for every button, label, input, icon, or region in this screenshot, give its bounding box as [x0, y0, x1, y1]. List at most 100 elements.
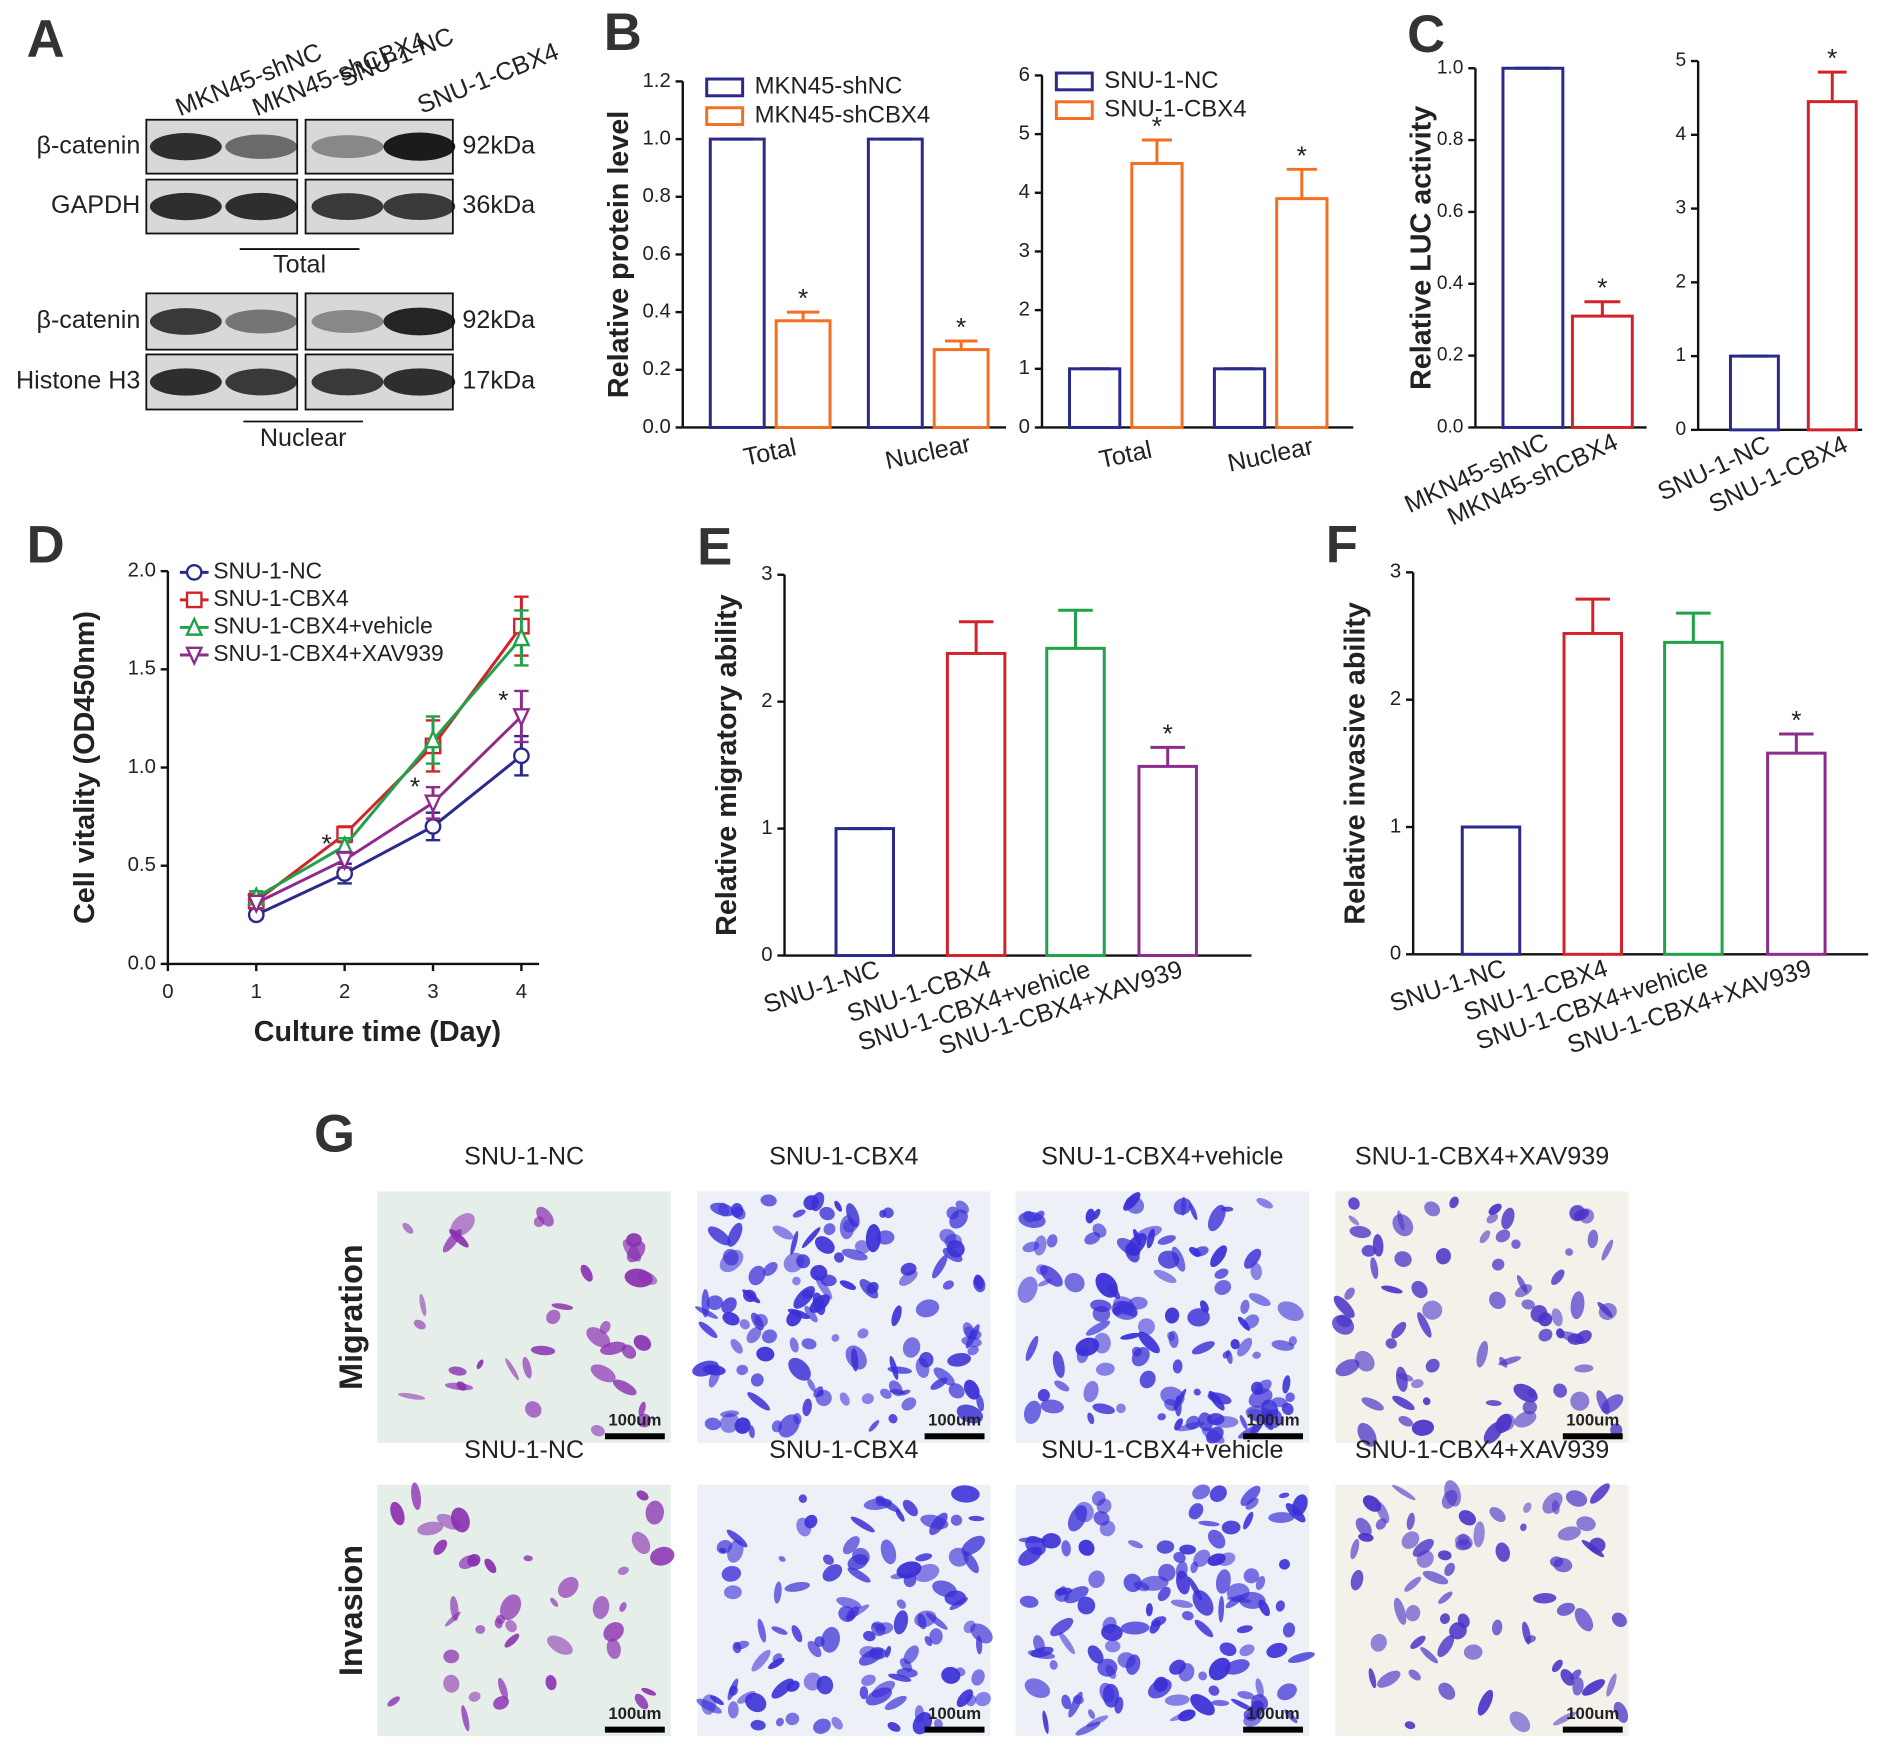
- cell: [1282, 1375, 1291, 1394]
- cell: [814, 1236, 835, 1254]
- cell: [914, 1610, 937, 1628]
- cell: [1230, 1698, 1254, 1712]
- cell: [1520, 1523, 1527, 1532]
- legend-label: MKN45-shNC: [755, 73, 903, 100]
- cell: [1422, 1300, 1443, 1320]
- cell: [801, 1289, 814, 1299]
- cell: [708, 1367, 721, 1388]
- line: [255, 636, 523, 899]
- cell: [1344, 1287, 1355, 1300]
- cell: [1050, 1617, 1074, 1637]
- cell: [845, 1604, 870, 1620]
- cell: [887, 1722, 901, 1732]
- cell: [880, 1388, 892, 1399]
- micrograph: 100um: [377, 1191, 671, 1443]
- cell: [1191, 1341, 1215, 1355]
- cell: [788, 1357, 811, 1381]
- protein-label: GAPDH: [51, 191, 140, 219]
- cell: [889, 1389, 906, 1395]
- cell: [1350, 1538, 1360, 1560]
- cell: [1240, 1299, 1250, 1314]
- bar: [1501, 66, 1565, 429]
- cell: [1096, 1362, 1115, 1376]
- cell: [1245, 1405, 1275, 1423]
- y-tick-label: 0.0: [128, 952, 156, 974]
- cell: [750, 1719, 766, 1731]
- y-axis-label: Relative invasive ability: [1339, 602, 1371, 924]
- cell: [1250, 1381, 1264, 1395]
- bar: [1562, 631, 1624, 956]
- cell: [1139, 1575, 1169, 1591]
- cell: [1239, 1415, 1248, 1430]
- cell: [1361, 1397, 1384, 1411]
- cell: [621, 1344, 637, 1359]
- y-axis-label: Relative migratory ability: [711, 594, 743, 936]
- cell: [1277, 1301, 1304, 1321]
- cell: [1538, 1328, 1553, 1342]
- cell: [1266, 1642, 1288, 1659]
- cell: [599, 1320, 611, 1334]
- x-tick-label: 0: [162, 981, 173, 1003]
- cell: [1404, 1721, 1416, 1730]
- bar: [866, 137, 924, 429]
- cell: [1037, 1389, 1050, 1402]
- cell: [1370, 1633, 1387, 1652]
- cell: [902, 1337, 921, 1358]
- cell: [924, 1636, 933, 1647]
- row-label: Invasion: [333, 1545, 369, 1676]
- cell: [821, 1626, 840, 1653]
- cell: [1574, 1364, 1594, 1373]
- cell: [1275, 1600, 1285, 1612]
- bar: [834, 827, 895, 958]
- cell: [834, 1200, 842, 1212]
- bar: [1728, 354, 1780, 432]
- cell: [1131, 1346, 1150, 1367]
- cell: [1613, 1701, 1629, 1723]
- cell: [1218, 1595, 1225, 1623]
- cell: [1068, 1691, 1083, 1718]
- cell: [1438, 1682, 1456, 1700]
- cell: [1052, 1350, 1065, 1378]
- y-axis-label: Relative protein level: [603, 111, 635, 398]
- blot-band: [311, 193, 384, 220]
- cell: [786, 1310, 802, 1327]
- cell: [793, 1412, 802, 1425]
- cell: [841, 1248, 868, 1261]
- cell: [750, 1373, 764, 1387]
- cell: [778, 1556, 786, 1562]
- cell: [1033, 1635, 1045, 1654]
- cell: [822, 1564, 843, 1582]
- cell: [896, 1561, 922, 1579]
- cell: [1278, 1559, 1290, 1570]
- cell: [1391, 1321, 1407, 1339]
- cell: [1394, 1251, 1412, 1267]
- cell: [915, 1553, 933, 1562]
- protein-label: β-catenin: [36, 131, 140, 159]
- cell: [1501, 1207, 1515, 1230]
- column-title: SNU-1-CBX4+vehicle: [1041, 1436, 1283, 1464]
- cell: [1120, 1332, 1141, 1340]
- cell: [1230, 1339, 1240, 1350]
- cell: [1336, 1314, 1352, 1328]
- row-label: Migration: [333, 1244, 369, 1389]
- cell: [1458, 1510, 1477, 1526]
- cell: [956, 1689, 974, 1708]
- cell: [803, 1195, 819, 1211]
- blot-band: [383, 132, 456, 161]
- y-tick-label: 1.5: [128, 658, 156, 680]
- cell: [1574, 1607, 1594, 1632]
- cell: [1420, 1646, 1438, 1664]
- cell: [1171, 1246, 1186, 1272]
- cell: [1176, 1570, 1190, 1595]
- cell: [836, 1597, 862, 1610]
- blot-band: [225, 192, 298, 221]
- cell: [1486, 1213, 1499, 1224]
- cell: [1401, 1531, 1420, 1549]
- cell: [1412, 1538, 1434, 1557]
- cell: [1046, 1234, 1058, 1248]
- cell: [461, 1705, 470, 1732]
- cell: [861, 1393, 874, 1405]
- cell: [496, 1614, 506, 1625]
- legend-marker: [185, 591, 203, 609]
- cell: [1177, 1421, 1205, 1432]
